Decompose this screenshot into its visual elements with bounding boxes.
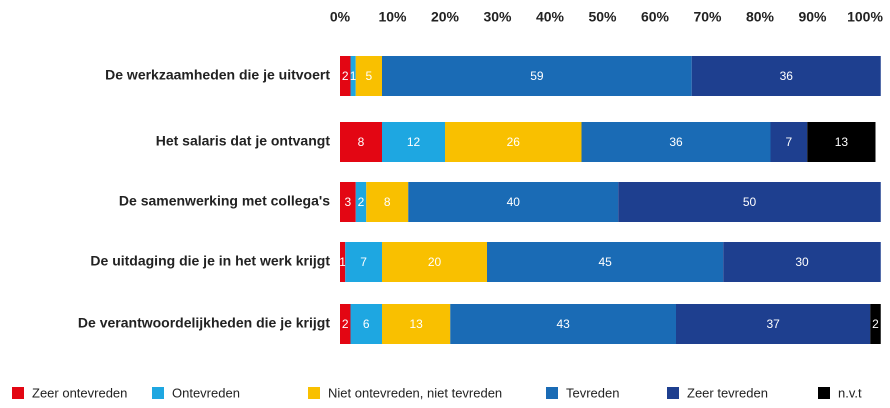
legend-label: Niet ontevreden, niet tevreden: [328, 385, 502, 400]
bar-segment: [870, 304, 881, 344]
value-label: 43: [556, 317, 570, 331]
bar-segment: [770, 122, 808, 162]
value-label: 12: [407, 135, 421, 149]
x-tick-label: 0%: [330, 9, 351, 25]
bar-segment: [807, 122, 876, 162]
value-label: 7: [360, 255, 367, 269]
bar-segment: [676, 304, 871, 344]
x-tick-label: 90%: [798, 9, 827, 25]
bar-segment: [691, 56, 881, 96]
legend-swatch: [12, 387, 24, 399]
bar-segment: [382, 242, 487, 282]
value-label: 59: [530, 69, 544, 83]
legend-label: Ontevreden: [172, 385, 240, 400]
legend-swatch: [667, 387, 679, 399]
bar-segment: [382, 56, 692, 96]
legend-swatch: [546, 387, 558, 399]
value-label: 7: [786, 135, 793, 149]
legend-label: n.v.t: [838, 385, 862, 400]
bar-segment: [723, 242, 881, 282]
value-label: 20: [428, 255, 442, 269]
value-label: 26: [507, 135, 521, 149]
value-label: 36: [780, 69, 794, 83]
legend-label: Zeer tevreden: [687, 385, 768, 400]
value-label: 6: [363, 317, 370, 331]
value-label: 1: [339, 255, 346, 269]
bar-segment: [355, 182, 367, 222]
x-tick-label: 70%: [693, 9, 722, 25]
bar-segment: [350, 304, 382, 344]
bar-segment: [382, 122, 445, 162]
value-label: 37: [766, 317, 780, 331]
value-label: 36: [669, 135, 683, 149]
legend-swatch: [152, 387, 164, 399]
bar-segment: [340, 304, 351, 344]
category-label: De samenwerking met collega's: [119, 193, 330, 209]
x-tick-label: 10%: [378, 9, 407, 25]
bar-segment: [345, 242, 382, 282]
x-tick-label: 20%: [431, 9, 460, 25]
legend-swatch: [308, 387, 320, 399]
bar-segment: [340, 242, 346, 282]
bar-segment: [382, 304, 451, 344]
value-label: 40: [507, 195, 521, 209]
bar-segment: [445, 122, 582, 162]
legend-label: Tevreden: [566, 385, 619, 400]
value-label: 45: [598, 255, 612, 269]
value-label: 2: [872, 317, 879, 331]
x-tick-label: 30%: [483, 9, 512, 25]
category-label: De werkzaamheden die je uitvoert: [105, 67, 330, 83]
bar-segment: [366, 182, 409, 222]
legend-label: Zeer ontevreden: [32, 385, 127, 400]
category-label: Het salaris dat je ontvangt: [156, 133, 331, 149]
bar-segment: [487, 242, 724, 282]
bar-segment: [408, 182, 619, 222]
legend-swatch: [818, 387, 830, 399]
bar-segment: [618, 182, 881, 222]
bar-segment: [581, 122, 771, 162]
value-label: 1: [350, 69, 357, 83]
bar-segment: [340, 122, 382, 162]
value-label: 30: [795, 255, 809, 269]
value-label: 13: [409, 317, 423, 331]
x-tick-label: 40%: [536, 9, 565, 25]
bar-segment: [350, 56, 356, 96]
category-label: De verantwoordelijkheden die je krijgt: [78, 315, 330, 331]
x-tick-label: 50%: [588, 9, 617, 25]
category-label: De uitdaging die je in het werk krijgt: [90, 253, 330, 269]
value-label: 5: [366, 69, 373, 83]
x-tick-label: 60%: [641, 9, 670, 25]
bar-segment: [340, 56, 351, 96]
bar-segment: [450, 304, 676, 344]
value-label: 13: [835, 135, 849, 149]
value-label: 2: [342, 69, 349, 83]
value-label: 50: [743, 195, 757, 209]
x-tick-label: 100%: [847, 9, 883, 25]
value-label: 2: [358, 195, 365, 209]
bar-segment: [340, 182, 356, 222]
value-label: 3: [345, 195, 352, 209]
value-label: 8: [384, 195, 391, 209]
x-tick-label: 80%: [746, 9, 775, 25]
value-label: 2: [342, 317, 349, 331]
bar-segment: [355, 56, 382, 96]
value-label: 8: [358, 135, 365, 149]
